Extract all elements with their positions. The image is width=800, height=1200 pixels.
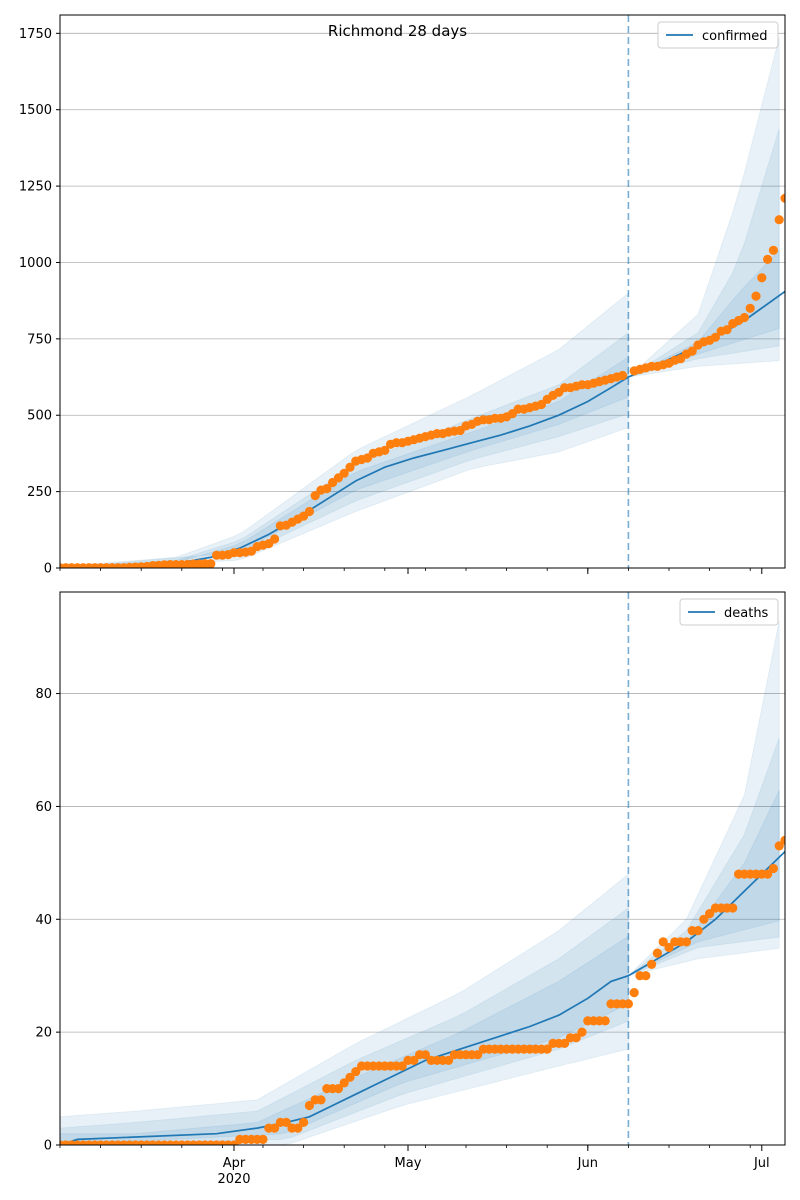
observed-point (710, 332, 721, 342)
y-tick-label: 0 (44, 562, 52, 577)
observed-point (699, 914, 709, 924)
observed-point (623, 999, 634, 1009)
x-tick-label: Jul (753, 1156, 770, 1171)
observed-point (339, 1078, 349, 1088)
observed-point (281, 1117, 291, 1127)
chart-title: Richmond 28 days (328, 22, 467, 40)
y-tick-label: 1750 (19, 27, 52, 42)
observed-point (774, 841, 784, 851)
observed-point (728, 903, 738, 913)
observed-point (270, 1123, 280, 1133)
observed-point (705, 909, 715, 919)
x-tick-label: 2020 (217, 1172, 250, 1187)
observed-point (345, 462, 355, 472)
observed-point (270, 534, 280, 544)
uncertainty-band-outer (626, 37, 780, 378)
uncertainty-band-outer (626, 620, 780, 977)
legend-box (657, 21, 779, 49)
x-tick-label: Apr (223, 1156, 246, 1171)
y-tick-label: 1500 (19, 103, 52, 118)
y-tick-label: 0 (44, 1139, 52, 1154)
observed-point (293, 1123, 303, 1133)
observed-point (473, 1050, 483, 1060)
observed-point (751, 291, 761, 301)
y-tick-label: 500 (27, 409, 52, 424)
observed-point (333, 1084, 343, 1094)
observed-point (664, 942, 674, 953)
observed-point (768, 863, 779, 874)
observed-point (768, 245, 779, 255)
observed-point (322, 484, 332, 494)
observed-point (618, 370, 628, 381)
observed-point (310, 491, 320, 501)
y-tick-label: 750 (27, 332, 52, 347)
x-tick-label: May (395, 1156, 422, 1171)
y-tick-label: 1000 (19, 256, 52, 271)
observed-point (774, 215, 784, 225)
observed-point (542, 1044, 552, 1054)
observed-point (571, 1033, 581, 1043)
legend-label: confirmed (702, 29, 768, 44)
x-tick-label: Jun (577, 1156, 598, 1171)
observed-point (397, 1061, 407, 1071)
observed-point (681, 937, 692, 947)
observed-point (351, 1067, 361, 1077)
observed-point (316, 1095, 326, 1105)
observed-point (757, 273, 767, 283)
confirmed-panel: 0 250 500 750 1000 1250 1500 1750 Richmond 28 da… (19, 14, 786, 577)
y-tick-label: 60 (35, 800, 52, 815)
observed-point (658, 937, 668, 947)
plot-area (60, 15, 785, 568)
observed-point (722, 325, 732, 335)
plot-area (60, 592, 785, 1145)
observed-point (380, 445, 390, 455)
observed-point (409, 1055, 419, 1065)
legend-label: deaths (724, 606, 769, 621)
observed-point (780, 835, 785, 845)
uncertainty-band-middle (628, 737, 780, 977)
observed-point (339, 468, 349, 478)
observed-point (780, 193, 785, 203)
observed-point (560, 1038, 570, 1048)
observed-point (641, 971, 651, 981)
y-tick-label: 80 (35, 687, 52, 702)
y-tick-label: 40 (35, 913, 52, 928)
observed-point (345, 1072, 355, 1082)
observed-point (304, 506, 314, 517)
observed-point (206, 559, 216, 568)
observed-point (258, 1134, 268, 1144)
observed-point (652, 948, 663, 958)
observed-point (647, 959, 657, 970)
y-tick-label: 20 (35, 1026, 52, 1041)
observed-point (739, 312, 750, 323)
observed-point (687, 346, 697, 356)
observed-point (304, 1100, 314, 1111)
y-tick-label: 1250 (19, 180, 52, 195)
y-tick-label: 250 (27, 485, 52, 500)
observed-point (444, 1055, 454, 1065)
observed-point (693, 926, 703, 936)
observed-point (577, 1027, 587, 1037)
observed-point (299, 1117, 309, 1127)
axes-frame (59, 591, 786, 1146)
observed-point (629, 988, 639, 998)
axes-frame (59, 14, 786, 569)
legend-box (679, 598, 779, 626)
observed-point (763, 254, 773, 264)
observed-point (600, 1016, 610, 1026)
observed-point (763, 869, 773, 879)
observed-point (745, 303, 755, 313)
observed-point (420, 1050, 430, 1060)
